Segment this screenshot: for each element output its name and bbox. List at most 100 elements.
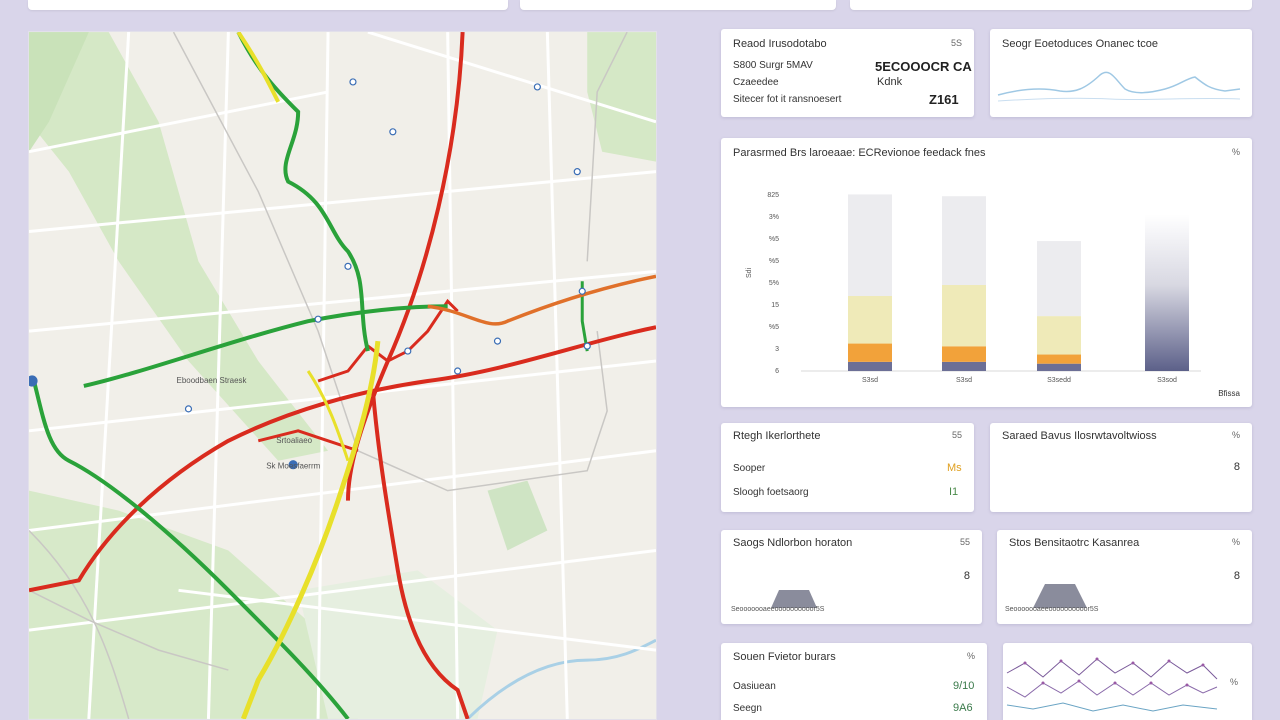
profile-card-2-title: Stos Bensitaotrc Kasanrea bbox=[1009, 537, 1140, 549]
bottom-card-2-corner: % bbox=[1229, 677, 1238, 687]
bottom-card-1-row1-value: 9/10 bbox=[953, 680, 975, 692]
profile-card-1-axis: Seooooooaeeoooooooooor5S bbox=[731, 606, 825, 613]
map-canvas[interactable]: Eboodbaen Straesk Srtoaliaeo Sk Moesfaer… bbox=[29, 32, 656, 719]
summary-row1-value: 5ECOOOCR CA bbox=[875, 59, 972, 74]
route-red-north[interactable] bbox=[345, 32, 465, 501]
major-roads bbox=[29, 32, 628, 719]
bar-category-label: S3sd bbox=[956, 377, 972, 384]
bar-chart-corner: % bbox=[1231, 147, 1240, 157]
bar-segment bbox=[848, 295, 892, 344]
map-label-2: Srtoaliaeo bbox=[276, 436, 312, 445]
bar-chart-y-tick: %5 bbox=[769, 324, 779, 331]
bar-chart-y-tick: 5% bbox=[769, 280, 779, 287]
map-label-1: Eboodbaen Straesk bbox=[177, 376, 247, 385]
summary-row3-label: Sitecer fot it ransnoesert bbox=[733, 94, 842, 105]
park-area-north bbox=[29, 32, 329, 461]
bar-segment bbox=[942, 284, 986, 347]
bar-chart-y-axis-label: Sdi bbox=[746, 267, 753, 278]
summary-card-title: Reaod Irusodotabo bbox=[733, 38, 827, 50]
route-yellow-south[interactable] bbox=[240, 340, 381, 719]
profile-card-1-title: Saogs Ndlorbon horaton bbox=[733, 537, 853, 549]
stats-card-1-corner: 55 bbox=[951, 430, 962, 440]
bar-category-label: S3sd bbox=[862, 377, 878, 384]
profile-card-1: Saogs Ndlorbon horaton 55 8 Seooooooaeeo… bbox=[721, 530, 982, 624]
bar-segment bbox=[848, 343, 892, 362]
bar-segment bbox=[1037, 316, 1081, 355]
park-area-small bbox=[487, 480, 548, 551]
bar-chart-y-tick: %5 bbox=[769, 236, 779, 243]
stats-card-2-corner: % bbox=[1231, 430, 1240, 440]
route-green-southwest[interactable] bbox=[32, 380, 350, 719]
bar-chart-y-tick: 3% bbox=[769, 214, 779, 221]
top-bar-segment-middle bbox=[520, 0, 836, 10]
summary-card: Reaod Irusodotabo 5S S800 Surgr 5MAV 5EC… bbox=[721, 29, 974, 117]
top-bar-segment-left bbox=[28, 0, 508, 10]
bar-chart-card: Parasrmed Brs laroeaae: ECRevionoe feeda… bbox=[721, 138, 1252, 407]
bottom-card-1-corner: % bbox=[966, 651, 975, 661]
stats-card-2-title: Saraed Bavus Ilosrwtavoltwioss bbox=[1002, 430, 1157, 442]
bottom-card-1-row2-value: 9A6 bbox=[953, 702, 973, 714]
profile-card-2-corner: % bbox=[1231, 537, 1240, 547]
bar-segment bbox=[1037, 363, 1081, 371]
profile-card-1-corner: 55 bbox=[959, 537, 970, 547]
profile-card-2: Stos Bensitaotrc Kasanrea % 8 Seooooooae… bbox=[997, 530, 1252, 624]
route-red-east-west[interactable] bbox=[29, 325, 656, 593]
park-area-corner bbox=[29, 32, 89, 152]
stats-card-1-title: Rtegh Ikerlorthete bbox=[733, 430, 821, 442]
bar-chart-y-tick: 15 bbox=[771, 302, 779, 309]
park-area-east bbox=[587, 32, 656, 162]
bar-chart-y-tick: %5 bbox=[769, 258, 779, 265]
map-label-3: Sk Moesfaerrm bbox=[266, 462, 320, 471]
profile-card-1-chart bbox=[771, 590, 817, 608]
bar-segment bbox=[942, 196, 986, 285]
stats-card-1-row2-value: I1 bbox=[949, 486, 959, 498]
bar-chart-y-tick: 3 bbox=[775, 346, 779, 353]
bottom-card-1-row1-label: Oasiuean bbox=[733, 681, 776, 692]
street-grid bbox=[29, 32, 656, 719]
route-red-south[interactable] bbox=[370, 390, 470, 719]
bar-segment bbox=[1037, 241, 1081, 317]
park-area-south bbox=[29, 490, 358, 719]
stats-card-2-value: 8 bbox=[1233, 461, 1240, 473]
bar-category-label: S3sedd bbox=[1047, 377, 1071, 384]
bar-segment bbox=[942, 361, 986, 371]
bar-chart-y-tick: 6 bbox=[775, 368, 779, 375]
summary-row3-value: Z161 bbox=[929, 92, 959, 107]
stats-card-2: Saraed Bavus Ilosrwtavoltwioss % 8 bbox=[990, 423, 1252, 512]
bar-segment bbox=[848, 194, 892, 296]
route-red-loop[interactable] bbox=[317, 298, 459, 383]
bar-chart-footer: Bfissa bbox=[1218, 389, 1240, 398]
profile-card-1-value: 8 bbox=[963, 570, 970, 582]
summary-row1-label: S800 Surgr 5MAV bbox=[733, 60, 813, 71]
summary-card-corner: 5S bbox=[950, 38, 962, 48]
profile-card-2-value: 8 bbox=[1233, 570, 1240, 582]
route-orange-east[interactable] bbox=[427, 274, 656, 326]
summary-row2-value: Kdnk bbox=[877, 76, 903, 88]
route-green-north[interactable] bbox=[236, 32, 370, 352]
bar-segment bbox=[1037, 354, 1081, 364]
sparkline-card-title: Seogr Eoetoduces Onanec tcoe bbox=[1002, 38, 1158, 50]
bar-chart: Sdi 825 3% %5 %5 5% 15 %5 3 6 S3sd S3sd S3sedd S3sod bbox=[746, 192, 1201, 384]
route-yellow-north[interactable] bbox=[236, 32, 280, 103]
transit-map[interactable]: Eboodbaen Straesk Srtoaliaeo Sk Moesfaer… bbox=[28, 31, 657, 720]
bottom-card-1-title: Souen Fvietor burars bbox=[733, 651, 836, 663]
top-bar-segment-right bbox=[850, 0, 1252, 10]
profile-card-2-axis: Seooooooaeeoooooooooor5S bbox=[1005, 606, 1099, 613]
bar-chart-title: Parasrmed Brs laroeaae: ECRevionoe feeda… bbox=[733, 147, 986, 159]
profile-card-2-chart bbox=[1033, 584, 1087, 608]
stats-card-1-row1-value: Ms bbox=[947, 462, 962, 474]
station-markers[interactable] bbox=[29, 78, 591, 470]
bar-segment bbox=[848, 361, 892, 371]
stats-card-1-row1-label: Sooper bbox=[733, 463, 766, 474]
trend-sparkline-icon bbox=[997, 71, 1241, 102]
stats-card-1-row2-label: Sloogh foetsaorg bbox=[733, 487, 809, 498]
bar-category-label: S3sod bbox=[1157, 377, 1177, 384]
bottom-card-2: % bbox=[1003, 643, 1252, 720]
scatter-network-icon bbox=[1006, 657, 1218, 712]
bar-segment bbox=[942, 346, 986, 362]
bar-segment bbox=[1145, 214, 1189, 371]
sparkline-card: Seogr Eoetoduces Onanec tcoe bbox=[990, 29, 1252, 117]
bar-chart-y-tick: 825 bbox=[767, 192, 779, 199]
route-yellow-branch[interactable] bbox=[306, 370, 350, 462]
route-green-central[interactable] bbox=[83, 304, 448, 388]
